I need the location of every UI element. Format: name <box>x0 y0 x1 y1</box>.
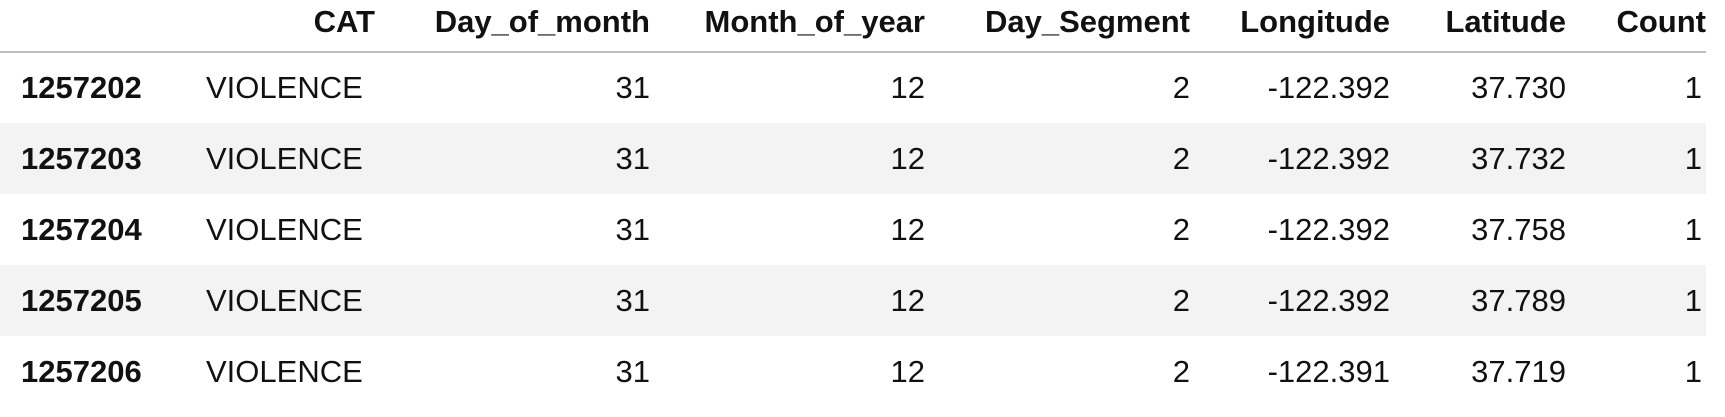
cell-count: 1 <box>1684 353 1702 389</box>
cell-cat: VIOLENCE <box>206 282 363 318</box>
header-cat: CAT <box>190 0 375 53</box>
header-index <box>0 0 190 53</box>
table-row: 1257205 VIOLENCE 31 12 2 -122.392 37.789… <box>0 265 1706 336</box>
row-index: 1257204 <box>21 211 142 247</box>
cell-day-of-month: 31 <box>615 140 650 176</box>
table-row: 1257203 VIOLENCE 31 12 2 -122.392 37.732… <box>0 123 1706 194</box>
cell-count: 1 <box>1684 282 1702 318</box>
cell-cat: VIOLENCE <box>206 70 363 105</box>
cell-count: 1 <box>1684 211 1702 247</box>
cell-longitude: -122.392 <box>1267 140 1390 176</box>
table-body: 1257202 VIOLENCE 31 12 2 -122.392 37.730… <box>0 52 1706 407</box>
row-index: 1257205 <box>21 282 142 318</box>
cell-month-of-year: 12 <box>890 211 925 247</box>
cell-longitude: -122.392 <box>1267 211 1390 247</box>
cell-month-of-year: 12 <box>890 282 925 318</box>
cell-latitude: 37.758 <box>1471 211 1566 247</box>
header-latitude: Latitude <box>1390 0 1566 53</box>
row-index: 1257206 <box>21 353 142 389</box>
table-row: 1257206 VIOLENCE 31 12 2 -122.391 37.719… <box>0 336 1706 407</box>
cell-day-segment: 2 <box>1172 282 1190 318</box>
cell-day-of-month: 31 <box>615 70 650 105</box>
cell-day-of-month: 31 <box>615 211 650 247</box>
cell-latitude: 37.732 <box>1471 140 1566 176</box>
header-longitude: Longitude <box>1190 0 1390 53</box>
cell-day-of-month: 31 <box>615 353 650 389</box>
cell-longitude: -122.391 <box>1267 353 1390 389</box>
cell-count: 1 <box>1684 140 1702 176</box>
table-row: 1257204 VIOLENCE 31 12 2 -122.392 37.758… <box>0 194 1706 265</box>
header-row: CAT Day_of_month Month_of_year Day_Segme… <box>0 0 1706 53</box>
header-month-of-year: Month_of_year <box>650 0 925 53</box>
cell-latitude: 37.719 <box>1471 353 1566 389</box>
cell-latitude: 37.789 <box>1471 282 1566 318</box>
cell-count: 1 <box>1684 70 1702 105</box>
cell-cat: VIOLENCE <box>206 140 363 176</box>
cell-day-segment: 2 <box>1172 70 1190 105</box>
header-count: Count <box>1566 0 1706 53</box>
table-header: CAT Day_of_month Month_of_year Day_Segme… <box>0 0 1706 53</box>
cell-longitude: -122.392 <box>1267 70 1390 105</box>
cell-cat: VIOLENCE <box>206 353 363 389</box>
row-index: 1257202 <box>21 70 142 105</box>
cell-month-of-year: 12 <box>890 140 925 176</box>
table-row: 1257202 VIOLENCE 31 12 2 -122.392 37.730… <box>0 52 1706 123</box>
cell-day-segment: 2 <box>1172 353 1190 389</box>
header-day-of-month: Day_of_month <box>375 0 650 53</box>
cell-month-of-year: 12 <box>890 353 925 389</box>
cell-month-of-year: 12 <box>890 70 925 105</box>
header-day-segment: Day_Segment <box>925 0 1190 53</box>
cell-latitude: 37.730 <box>1471 70 1566 105</box>
row-index: 1257203 <box>21 140 142 176</box>
cell-day-of-month: 31 <box>615 282 650 318</box>
dataframe-table: CAT Day_of_month Month_of_year Day_Segme… <box>0 0 1706 407</box>
cell-day-segment: 2 <box>1172 140 1190 176</box>
cell-cat: VIOLENCE <box>206 211 363 247</box>
cell-day-segment: 2 <box>1172 211 1190 247</box>
cell-longitude: -122.392 <box>1267 282 1390 318</box>
